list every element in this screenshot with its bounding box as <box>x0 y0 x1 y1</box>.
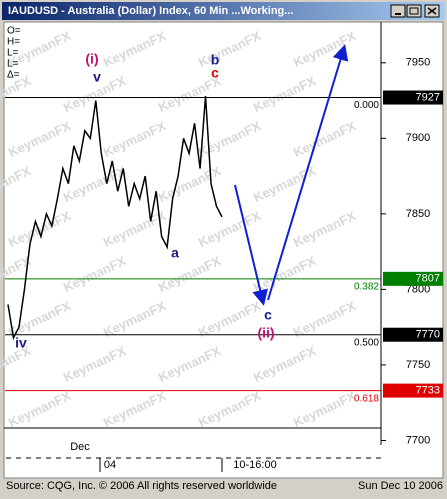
wave-label: v <box>93 69 101 85</box>
projection-arrow <box>267 44 349 301</box>
y-tick-label: 7700 <box>406 434 430 446</box>
price-line <box>7 95 223 341</box>
readout: O= <box>7 26 21 37</box>
window-buttons[interactable] <box>390 4 440 18</box>
fib-ratio: 0.000 <box>354 100 379 111</box>
level-label: 7807 <box>416 273 440 285</box>
fib-ratio: 0.500 <box>354 337 379 348</box>
wave-label: (i) <box>85 51 98 67</box>
readout: L= <box>7 48 19 59</box>
fib-ratio: 0.382 <box>354 281 379 292</box>
title-bar <box>2 2 445 20</box>
projection-arrow <box>234 184 268 306</box>
level-label: 7927 <box>416 91 440 103</box>
level-box <box>383 383 443 398</box>
level-label: 7733 <box>416 385 440 397</box>
window-title: IAUDUSD - Australia (Dollar) Index, 60 M… <box>8 5 293 17</box>
y-tick-label: 7900 <box>406 132 430 144</box>
wave-label: b <box>211 52 220 68</box>
y-tick-label: 7950 <box>406 57 430 69</box>
minimize[interactable] <box>390 4 406 18</box>
x-tick-label: 04 <box>104 459 116 471</box>
maximize[interactable] <box>406 4 422 18</box>
x-tick-label: 10-16:00 <box>233 459 276 471</box>
readout: H= <box>7 37 20 48</box>
y-tick-label: 7850 <box>406 208 430 220</box>
wave-label: c <box>211 65 219 81</box>
wave-label: c <box>264 307 272 323</box>
level-box <box>383 271 443 286</box>
fib-ratio: 0.618 <box>354 393 379 404</box>
y-tick-label: 7750 <box>406 359 430 371</box>
wave-label: iv <box>15 335 27 351</box>
y-tick-label: 7800 <box>406 283 430 295</box>
wave-label: (ii) <box>257 325 274 341</box>
wave-label: a <box>171 245 179 261</box>
footer-source: Source: CQG, Inc. © 2006 All rights rese… <box>6 480 277 492</box>
level-box <box>383 90 443 105</box>
level-box <box>383 327 443 342</box>
readout: Δ= <box>7 70 20 81</box>
x-tick-label: Dec <box>70 441 90 453</box>
footer-date: Sun Dec 10 2006 <box>358 480 443 492</box>
level-label: 7770 <box>416 329 440 341</box>
readout: L= <box>7 59 19 70</box>
